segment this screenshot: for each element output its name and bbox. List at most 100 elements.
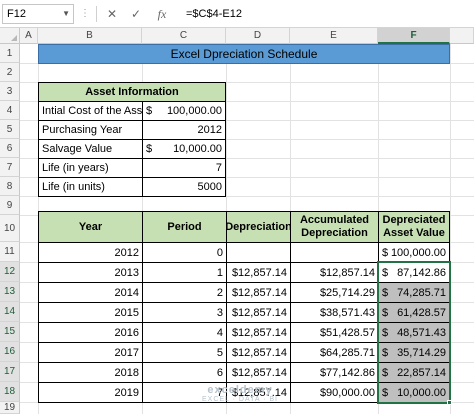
table-cell-period[interactable]: 2 bbox=[142, 282, 227, 303]
column-title-asset-value[interactable]: Depreciated Asset Value bbox=[378, 211, 450, 243]
row-header-8[interactable]: 8 bbox=[0, 177, 20, 196]
cancel-icon[interactable]: ✕ bbox=[106, 7, 118, 21]
table-cell-asset-value[interactable]: $87,142.86 bbox=[378, 262, 450, 283]
asset-value-text: 35,714.29 bbox=[397, 346, 446, 359]
table-cell-year[interactable]: 2015 bbox=[38, 302, 143, 323]
currency-symbol: $ bbox=[382, 286, 389, 299]
table-cell-accumulated[interactable]: $25,714.29 bbox=[290, 282, 379, 303]
column-header-e[interactable]: E bbox=[290, 28, 378, 44]
table-cell-asset-value[interactable]: $48,571.43 bbox=[378, 322, 450, 343]
table-cell-year[interactable]: 2013 bbox=[38, 262, 143, 283]
row-header-9[interactable]: 9 bbox=[0, 196, 20, 215]
column-header-b[interactable]: B bbox=[38, 28, 142, 44]
table-cell-depreciation[interactable] bbox=[226, 242, 291, 263]
name-box-value: F12 bbox=[7, 8, 26, 20]
insert-function-icon[interactable]: fx bbox=[157, 7, 167, 21]
table-cell-year[interactable]: 2017 bbox=[38, 342, 143, 363]
row-header-2[interactable]: 2 bbox=[0, 63, 20, 82]
column-title-year[interactable]: Year bbox=[38, 211, 143, 243]
table-cell-accumulated[interactable]: $12,857.14 bbox=[290, 262, 379, 283]
table-cell-asset-value[interactable]: $100,000.00 bbox=[378, 242, 450, 263]
table-cell-accumulated[interactable]: $64,285.71 bbox=[290, 342, 379, 363]
asset-label[interactable]: Life (in units) bbox=[38, 177, 143, 197]
row-header-13[interactable]: 13 bbox=[0, 282, 20, 302]
table-cell-period[interactable]: 6 bbox=[142, 362, 227, 383]
table-cell-depreciation[interactable]: $12,857.14 bbox=[226, 382, 291, 403]
table-cell-year[interactable]: 2016 bbox=[38, 322, 143, 343]
fill-handle[interactable] bbox=[447, 400, 452, 405]
table-cell-depreciation[interactable]: $12,857.14 bbox=[226, 262, 291, 283]
gridline bbox=[20, 158, 474, 159]
select-all-corner[interactable] bbox=[0, 28, 20, 44]
asset-label[interactable]: Purchasing Year bbox=[38, 120, 143, 140]
row-header-19[interactable]: 19 bbox=[0, 402, 20, 414]
table-cell-depreciation[interactable]: $12,857.14 bbox=[226, 362, 291, 383]
asset-label[interactable]: Salvage Value bbox=[38, 139, 143, 159]
table-cell-asset-value[interactable]: $10,000.00 bbox=[378, 382, 450, 403]
row-header-18[interactable]: 18 bbox=[0, 382, 20, 402]
asset-value[interactable]: 5000 bbox=[142, 177, 226, 197]
row-header-1[interactable]: 1 bbox=[0, 44, 20, 63]
chevron-down-icon[interactable]: ▼ bbox=[62, 9, 70, 18]
column-title-depreciation[interactable]: Depreciation bbox=[226, 211, 291, 243]
sheet-title[interactable]: Excel Dpreciation Schedule bbox=[38, 44, 450, 64]
asset-info-header[interactable]: Asset Information bbox=[38, 82, 226, 102]
column-title-accumulated[interactable]: Accumulated Depreciation bbox=[290, 211, 379, 243]
table-cell-accumulated[interactable] bbox=[290, 242, 379, 263]
row-header-14[interactable]: 14 bbox=[0, 302, 20, 322]
row-header-6[interactable]: 6 bbox=[0, 139, 20, 158]
row-header-12[interactable]: 12 bbox=[0, 262, 20, 282]
row-header-16[interactable]: 16 bbox=[0, 342, 20, 362]
column-header-c[interactable]: C bbox=[142, 28, 226, 44]
table-cell-depreciation[interactable]: $12,857.14 bbox=[226, 282, 291, 303]
table-cell-asset-value[interactable]: $74,285.71 bbox=[378, 282, 450, 303]
asset-value-text: 48,571.43 bbox=[397, 326, 446, 339]
column-header-a[interactable]: A bbox=[20, 28, 38, 44]
table-cell-period[interactable]: 5 bbox=[142, 342, 227, 363]
table-cell-asset-value[interactable]: $61,428.57 bbox=[378, 302, 450, 323]
row-header-15[interactable]: 15 bbox=[0, 322, 20, 342]
row-header-4[interactable]: 4 bbox=[0, 101, 20, 120]
table-cell-accumulated[interactable]: $90,000.00 bbox=[290, 382, 379, 403]
asset-value[interactable]: 7 bbox=[142, 158, 226, 178]
table-cell-year[interactable]: 2012 bbox=[38, 242, 143, 263]
table-cell-year[interactable]: 2014 bbox=[38, 282, 143, 303]
row-header-7[interactable]: 7 bbox=[0, 158, 20, 177]
table-cell-depreciation[interactable]: $12,857.14 bbox=[226, 302, 291, 323]
column-title-period[interactable]: Period bbox=[142, 211, 227, 243]
table-cell-depreciation[interactable]: $12,857.14 bbox=[226, 322, 291, 343]
asset-value[interactable]: $10,000.00 bbox=[142, 139, 226, 159]
table-cell-depreciation[interactable]: $12,857.14 bbox=[226, 342, 291, 363]
asset-label[interactable]: Life (in years) bbox=[38, 158, 143, 178]
enter-icon[interactable]: ✓ bbox=[130, 7, 142, 21]
row-header-17[interactable]: 17 bbox=[0, 362, 20, 382]
table-cell-period[interactable]: 1 bbox=[142, 262, 227, 283]
asset-value-text: 10,000.00 bbox=[397, 386, 446, 399]
table-cell-accumulated[interactable]: $38,571.43 bbox=[290, 302, 379, 323]
row-header-5[interactable]: 5 bbox=[0, 120, 20, 139]
asset-value-text: 7 bbox=[215, 162, 222, 174]
table-cell-period[interactable]: 7 bbox=[142, 382, 227, 403]
row-header-3[interactable]: 3 bbox=[0, 82, 20, 101]
table-cell-period[interactable]: 3 bbox=[142, 302, 227, 323]
table-cell-accumulated[interactable]: $77,142.86 bbox=[290, 362, 379, 383]
row-header-10[interactable]: 10 bbox=[0, 215, 20, 242]
table-cell-asset-value[interactable]: $22,857.14 bbox=[378, 362, 450, 383]
table-cell-accumulated[interactable]: $51,428.57 bbox=[290, 322, 379, 343]
asset-value[interactable]: $100,000.00 bbox=[142, 101, 226, 121]
asset-label[interactable]: Intial Cost of the Asset bbox=[38, 101, 143, 121]
table-cell-asset-value[interactable]: $35,714.29 bbox=[378, 342, 450, 363]
column-header-g[interactable] bbox=[450, 28, 474, 44]
column-header-d[interactable]: D bbox=[226, 28, 290, 44]
formula-input[interactable]: =$C$4-E12 bbox=[186, 8, 242, 20]
name-box[interactable]: F12 ▼ bbox=[2, 4, 74, 24]
row-header-11[interactable]: 11 bbox=[0, 242, 20, 262]
table-cell-period[interactable]: 4 bbox=[142, 322, 227, 343]
asset-value-text: 100,000.00 bbox=[166, 105, 222, 117]
table-cell-year[interactable]: 2019 bbox=[38, 382, 143, 403]
column-header-f[interactable]: F bbox=[378, 28, 450, 44]
table-cell-year[interactable]: 2018 bbox=[38, 362, 143, 383]
table-cell-period[interactable]: 0 bbox=[142, 242, 227, 263]
asset-value[interactable]: 2012 bbox=[142, 120, 226, 140]
gridline bbox=[20, 139, 474, 140]
